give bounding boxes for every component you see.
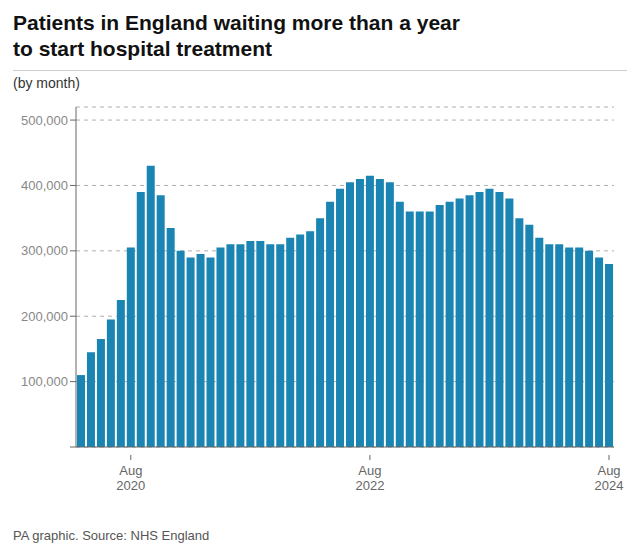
svg-text:200,000: 200,000: [21, 309, 68, 324]
svg-text:500,000: 500,000: [21, 113, 68, 128]
svg-text:100,000: 100,000: [21, 374, 68, 389]
svg-text:Aug2022: Aug2022: [355, 463, 384, 493]
svg-text:400,000: 400,000: [21, 178, 68, 193]
html-text:Patients in England waiting mo: Patients in England waiting more than a …: [13, 11, 460, 34]
html-text:(by month): (by month): [13, 75, 80, 91]
svg-text:300,000: 300,000: [21, 243, 68, 258]
html-text:PA graphic. Source: NHS Englan: PA graphic. Source: NHS England: [13, 528, 210, 543]
svg-text:Aug2024: Aug2024: [595, 463, 624, 493]
html-text:to start hospital treatment: to start hospital treatment: [13, 37, 272, 60]
svg-text:Aug2020: Aug2020: [116, 463, 145, 493]
